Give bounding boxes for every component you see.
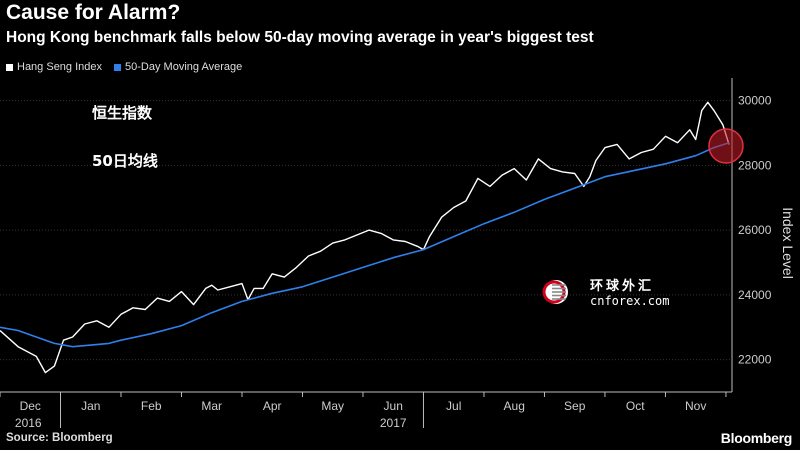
legend: Hang Seng Index 50-Day Moving Average xyxy=(6,61,242,73)
y-tick-label-28000: 28000 xyxy=(738,158,772,172)
x-year-label-2017: 2017 xyxy=(380,416,407,430)
x-tick-label-10: Oct xyxy=(626,399,645,413)
y-tick-label-22000: 22000 xyxy=(738,353,772,367)
x-tick-label-9: Sep xyxy=(564,399,586,413)
chart-title: Cause for Alarm? xyxy=(6,1,181,24)
x-tick-label-6: Jun xyxy=(384,399,403,413)
watermark-en: cnforex.com xyxy=(590,294,669,308)
x-tick-label-1: Jan xyxy=(81,399,100,413)
annotation-hsi: 恒生指数 xyxy=(92,104,153,122)
highlight-circle xyxy=(708,128,744,164)
chart-subtitle: Hong Kong benchmark falls below 50-day m… xyxy=(6,29,594,46)
legend-swatch-hsi xyxy=(6,63,13,71)
watermark-cn: 环球外汇 xyxy=(590,278,654,294)
x-tick-label-2: Feb xyxy=(141,399,162,413)
y-tick-label-30000: 30000 xyxy=(738,94,772,108)
legend-item-ma: 50-Day Moving Average xyxy=(114,61,242,73)
bloomberg-logo: Bloomberg xyxy=(720,430,793,446)
x-tick-label-7: Jul xyxy=(446,399,461,413)
legend-swatch-ma xyxy=(114,63,122,71)
annotation-ma: 50日均线 xyxy=(92,152,158,170)
x-tick-label-11: Nov xyxy=(685,399,706,413)
legend-label-ma: 50-Day Moving Average xyxy=(125,61,243,73)
series-line-ma xyxy=(0,141,730,348)
y-tick-label-26000: 26000 xyxy=(738,223,772,237)
source-note: Source: Bloomberg xyxy=(6,432,113,444)
legend-label-hsi: Hang Seng Index xyxy=(17,61,103,73)
x-tick-label-8: Aug xyxy=(504,399,525,413)
y-tick-label-24000: 24000 xyxy=(738,288,772,302)
y-axis-title: Index Level xyxy=(780,207,796,279)
x-year-label-2016: 2016 xyxy=(15,416,42,430)
x-tick-label-5: May xyxy=(321,399,344,413)
legend-item-hsi: Hang Seng Index xyxy=(6,61,102,73)
series-line-hsi xyxy=(0,101,730,374)
x-tick-label-4: Apr xyxy=(263,399,282,413)
x-tick-label-0: Dec xyxy=(20,399,41,413)
x-tick-label-3: Mar xyxy=(201,399,222,413)
